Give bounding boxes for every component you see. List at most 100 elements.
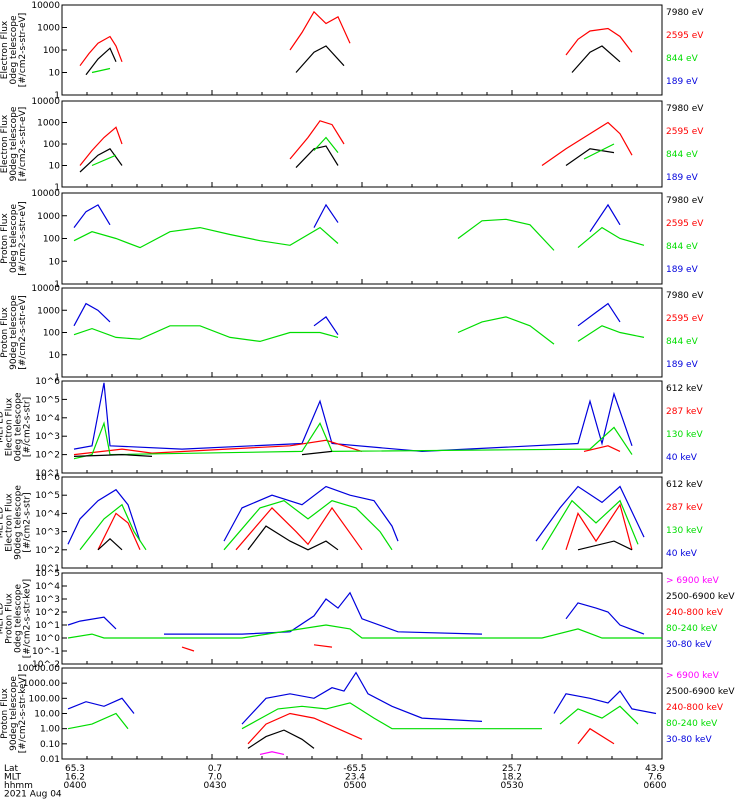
series-line [73,325,339,343]
series-line [79,35,123,67]
series-line [457,218,555,251]
y-tick-label: 10^2 [35,546,60,556]
legend-entry: 130 keV [666,430,703,440]
y-tick-label: 1 [54,91,60,101]
y-tick-label: 10^4 [35,509,60,519]
series-line [313,203,339,228]
series-line [565,148,615,166]
footer-mlt-value: 23.4 [345,773,365,783]
y-tick-label: 100 [43,329,60,339]
y-tick-label: 10^3 [35,528,60,538]
series-line [97,512,141,551]
y-tick-label: 100.00 [29,694,61,704]
legend-entry: 189 eV [666,360,699,370]
y-axis-label: MEPEDElectron Flux90deg telescope[#/cm2-… [0,485,33,560]
footer-hhmm-value: 0430 [204,781,227,791]
series-line [313,316,339,336]
y-tick-label: 10^2 [35,608,60,618]
series-line [313,644,333,648]
y-tick-label: 10000 [31,284,60,294]
footer-row-label: hhmm [4,781,33,791]
series-line [79,148,123,173]
panel-frame [61,100,663,188]
footer-lat-value: -65.5 [343,764,366,774]
footer-lat-value: 43.9 [645,764,665,774]
series-line [73,302,111,327]
y-tick-label: 10 [49,69,61,79]
series-line [79,126,123,166]
y-axis-label: Electron Flux90deg telescope[#/cm2-s-str… [0,106,28,181]
panel-frame [61,476,663,569]
series-line [235,506,363,551]
footer-hhmm-value: 0600 [644,781,667,791]
series-line [73,439,363,456]
series-line [289,10,351,51]
footer-hhmm-value: 0500 [344,781,367,791]
series-line [223,500,393,551]
series-line [577,226,645,249]
y-axis-label: MEPEDProton Flux0deg telescope[#/cm2-s-s… [0,579,33,658]
legend-entry: 80-240 keV [666,719,718,729]
y-tick-label: 10^6 [35,473,60,483]
series-line [164,591,483,635]
series-line [577,325,645,342]
series-line [313,136,339,153]
legend-entry: 612 keV [666,480,703,490]
y-tick-label: 10^-2 [32,660,60,670]
series-line [85,47,117,76]
series-line [241,671,483,725]
y-tick-label: 10000 [31,1,60,11]
y-tick-label: 10^4 [35,414,60,424]
series-line [577,727,615,745]
footer-mlt-value: 7.0 [208,773,223,783]
y-tick-label: 10000 [31,97,60,107]
y-axis-label: Electron Flux0deg telescope[#/cm2-s-str-… [0,13,28,88]
y-tick-label: 100 [43,235,60,245]
legend-entry: 2595 eV [666,219,704,229]
legend-entry: 2500-6900 keV [666,592,735,602]
series-line [223,485,399,542]
series-line [67,488,141,545]
y-tick-label: 1 [54,280,60,290]
y-tick-label: 10^5 [35,569,60,579]
y-tick-label: 10^3 [35,432,60,442]
legend-entry: 240-800 keV [666,703,724,713]
series-line [91,154,117,167]
y-tick-label: 10 [49,257,61,267]
series-line [295,45,345,73]
legend-entry: 2595 eV [666,127,704,137]
series-line [457,316,555,345]
series-line [295,145,339,169]
series-line [247,729,315,749]
footer-hhmm-value: 0530 [501,781,524,791]
series-line [583,445,621,452]
footer-row-label: Lat [4,764,19,774]
legend-entry: > 6900 keV [666,576,720,586]
series-line [247,525,339,551]
legend-entry: 2595 eV [666,314,704,324]
legend-entry: 2595 eV [666,31,704,41]
series-line [565,27,633,56]
series-line [97,537,123,551]
y-tick-label: 100 [43,140,60,150]
panel-frame [61,4,663,96]
series-line [289,120,345,160]
series-line [565,602,645,635]
y-tick-label: 1000 [37,306,60,316]
legend-entry: 30-80 keV [666,735,712,745]
y-tick-label: 10^4 [35,582,60,592]
series-line [247,712,363,745]
footer-lat-value: 0.7 [208,764,222,774]
series-line [67,616,117,630]
y-tick-label: 1 [54,183,60,193]
y-tick-label: 10000 [31,189,60,199]
legend-entry: 80-240 keV [666,624,718,634]
series-line [73,382,633,453]
y-tick-label: 10^6 [35,377,60,387]
